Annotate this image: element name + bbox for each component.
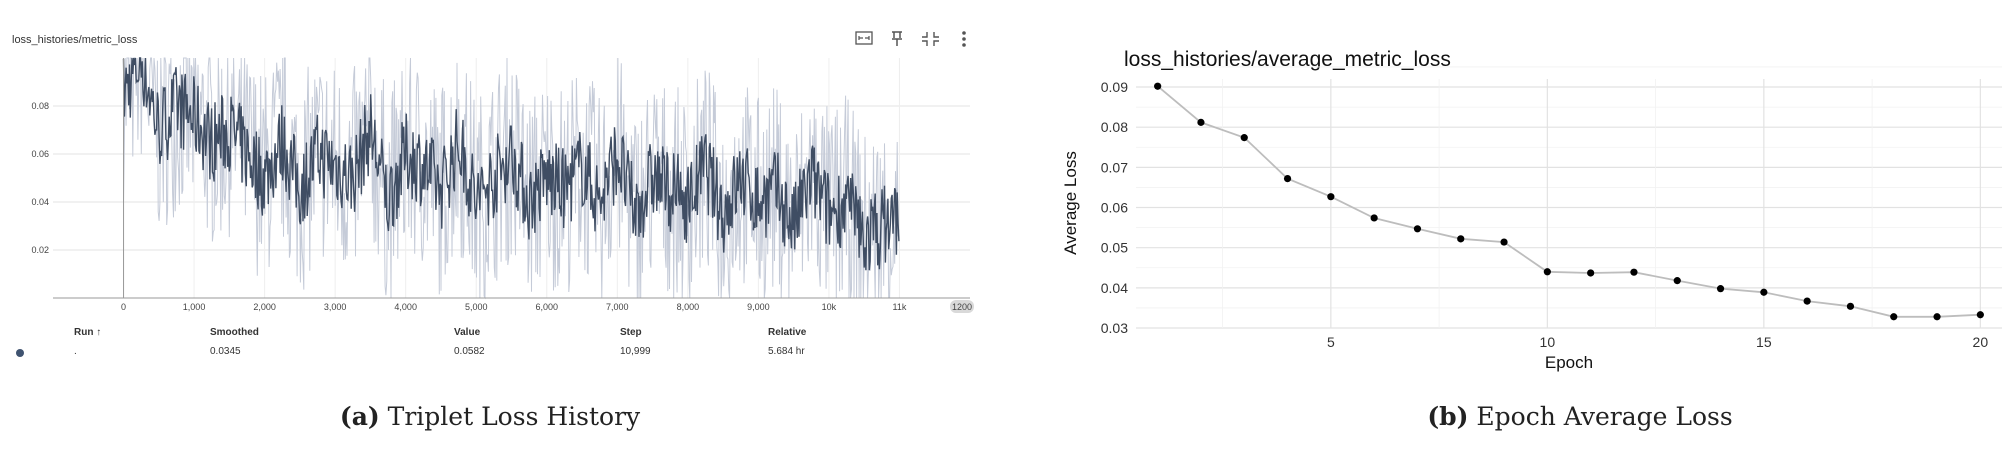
metric-loss-chart: loss_histories/metric_loss 0.020.040.060… <box>12 31 974 357</box>
x-tick-label: 1,000 <box>183 302 206 312</box>
x-tick-label: 6,000 <box>536 302 559 312</box>
data-point <box>1673 277 1681 285</box>
smoothed-series <box>122 57 900 271</box>
header-relative[interactable]: Relative <box>768 327 807 338</box>
x-tick-labels: 0 1,000 2,000 3,000 4,000 5,000 6,000 7,000 8,00… <box>121 302 907 312</box>
y-tick-label: 0.06 <box>1101 200 1128 216</box>
data-point <box>1933 313 1941 321</box>
x-tick-label: 5 <box>1327 334 1335 350</box>
data-point <box>1543 268 1551 276</box>
y-tick-label: 0.04 <box>1101 280 1128 296</box>
raw-series <box>123 57 900 300</box>
caption-a: (a) Triplet Loss History <box>339 402 641 431</box>
caption-b: (b) Epoch Average Loss <box>1427 402 1733 431</box>
y-tick-label: 0.03 <box>1101 320 1128 336</box>
x-tick-label: 11k <box>893 302 907 312</box>
header-run[interactable]: Run ↑ <box>74 327 101 338</box>
data-point <box>1716 285 1725 293</box>
x-range-badge[interactable]: 1200 <box>950 300 974 313</box>
x-tick-label: 15 <box>1756 334 1772 350</box>
x-tick-label: 4,000 <box>394 302 417 312</box>
data-point <box>1327 193 1335 201</box>
more-vert-icon[interactable] <box>962 31 966 47</box>
header-smoothed[interactable]: Smoothed <box>210 327 259 338</box>
data-point <box>1283 175 1292 183</box>
axes <box>53 58 970 299</box>
y-tick-label: 0.07 <box>1101 159 1128 175</box>
raw-line <box>123 57 900 300</box>
y-tick-label: 0.06 <box>31 149 49 159</box>
x-tick-label: 8,000 <box>677 302 700 312</box>
y-tick-label: 0.05 <box>1101 240 1128 256</box>
x-tick-labels: 5 10 15 20 <box>1327 334 1988 350</box>
average-metric-loss-chart: loss_histories/average_metric_loss 0.030… <box>1061 48 2002 372</box>
x-tick-label: 10 <box>1540 334 1556 350</box>
data-point <box>1240 134 1248 142</box>
x-tick-label: 5,000 <box>465 302 488 312</box>
y-tick-label: 0.09 <box>1101 79 1128 95</box>
y-tick-label: 0.02 <box>31 245 49 255</box>
y-axis-label: Average Loss <box>1061 151 1080 255</box>
x-tick-label: 3,000 <box>324 302 347 312</box>
x-tick-label: 20 <box>1973 334 1989 350</box>
x-tick-label: 0 <box>121 302 126 312</box>
fullscreen-icon[interactable] <box>855 31 873 45</box>
grid-lines <box>1136 66 2002 329</box>
x-tick-label: 9,000 <box>747 302 770 312</box>
header-step[interactable]: Step <box>620 327 642 338</box>
panel-b-chart: loss_histories/average_metric_loss 0.03 0… <box>1040 0 2013 444</box>
data-point <box>1457 235 1465 243</box>
smoothed-line <box>122 57 900 271</box>
run-color-dot <box>16 349 24 357</box>
cell-smoothed: 0.0345 <box>210 346 241 357</box>
data-point <box>1846 302 1855 310</box>
cell-relative: 5.684 hr <box>768 346 805 357</box>
y-tick-label: 0.04 <box>31 197 49 207</box>
data-point <box>1370 214 1378 222</box>
data-point <box>1760 288 1768 296</box>
y-tick-labels: 0.03 0.04 0.05 0.06 0.07 0.08 0.09 <box>1101 79 1128 336</box>
fit-domain-icon[interactable] <box>922 32 939 46</box>
data-point <box>1154 82 1162 90</box>
svg-text:1200: 1200 <box>952 302 972 312</box>
x-tick-label: 10k <box>822 302 837 312</box>
series-line <box>1157 85 1981 318</box>
pin-icon[interactable] <box>892 31 902 46</box>
x-tick-label: 2,000 <box>253 302 276 312</box>
series-points <box>1154 82 1984 321</box>
data-point <box>1587 269 1595 277</box>
y-tick-label: 0.08 <box>1101 119 1128 135</box>
cell-run: . <box>74 346 77 357</box>
card-title: loss_histories/metric_loss <box>12 34 138 46</box>
cell-value: 0.0582 <box>454 346 485 357</box>
chart-title: loss_histories/average_metric_loss <box>1124 48 1451 71</box>
line-path <box>1157 85 1981 318</box>
data-point <box>1413 225 1422 233</box>
x-axis-label: Epoch <box>1545 353 1593 372</box>
data-point <box>1197 118 1205 126</box>
x-tick-label: 7,000 <box>606 302 629 312</box>
data-point <box>1630 268 1638 276</box>
data-point <box>1803 297 1811 305</box>
y-tick-label: 0.08 <box>31 101 49 111</box>
data-point <box>1976 311 1984 319</box>
header-value[interactable]: Value <box>454 327 481 338</box>
cell-step: 10,999 <box>620 346 651 357</box>
y-tick-labels: 0.02 0.04 0.06 0.08 <box>31 101 49 255</box>
panel-a-tensorboard-card: loss_histories/metric_loss 0.02 0.04 0.06 0… <box>0 0 980 444</box>
data-point <box>1890 313 1898 321</box>
data-point <box>1500 238 1508 246</box>
